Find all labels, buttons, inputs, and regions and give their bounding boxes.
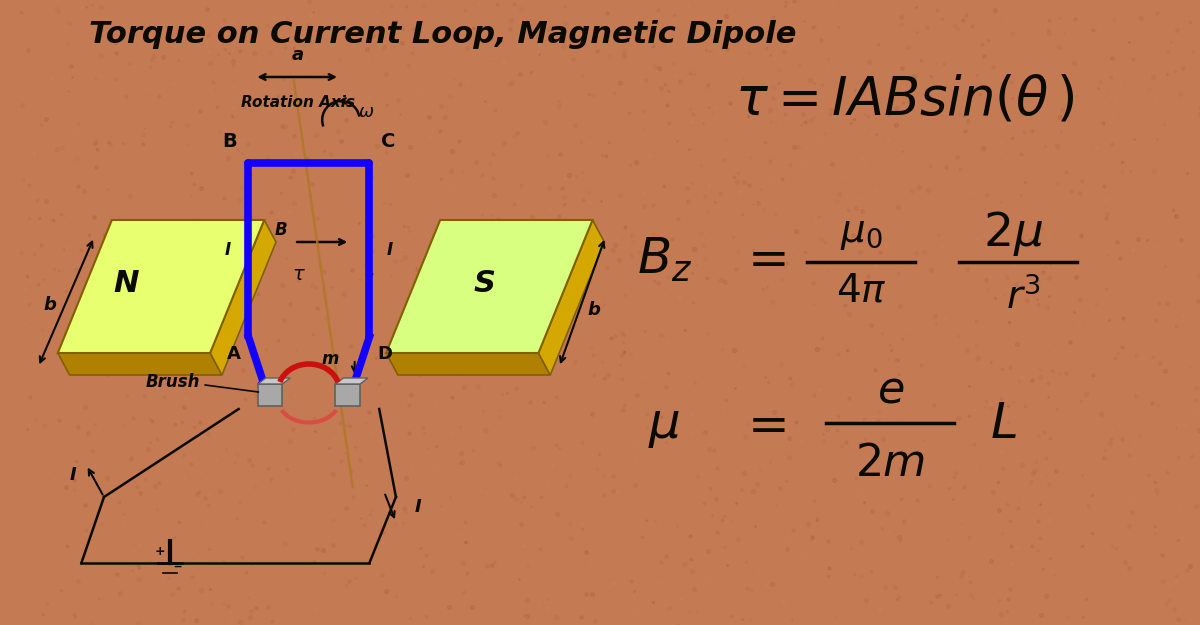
Text: B: B [222, 132, 236, 151]
Text: $r^3$: $r^3$ [1006, 277, 1040, 317]
Text: $\tau$: $\tau$ [292, 264, 306, 284]
Text: $4\pi$: $4\pi$ [835, 271, 887, 309]
Text: Brush: Brush [145, 373, 200, 391]
Text: m: m [322, 350, 340, 368]
Text: $\mu$: $\mu$ [648, 401, 680, 449]
Text: B: B [275, 221, 287, 239]
Text: Rotation Axis: Rotation Axis [240, 95, 355, 110]
Polygon shape [210, 220, 276, 375]
Text: $=$: $=$ [738, 401, 787, 449]
Text: C: C [382, 132, 396, 151]
Polygon shape [58, 220, 264, 353]
Text: $\omega$: $\omega$ [358, 103, 374, 121]
Text: D: D [377, 345, 392, 363]
Text: I: I [70, 466, 76, 484]
Text: I: I [388, 241, 394, 259]
Polygon shape [258, 378, 290, 384]
Text: N: N [114, 269, 139, 298]
Text: I: I [224, 241, 230, 259]
Polygon shape [336, 378, 368, 384]
Text: $2m$: $2m$ [856, 441, 925, 484]
Text: –: – [173, 557, 181, 575]
Polygon shape [539, 220, 605, 375]
Text: S: S [473, 269, 496, 298]
Polygon shape [386, 353, 551, 375]
Bar [336, 384, 360, 406]
Polygon shape [386, 220, 593, 353]
Text: b: b [43, 296, 56, 314]
Text: $=$: $=$ [738, 236, 787, 284]
Text: $B_z$: $B_z$ [637, 236, 692, 284]
Text: $\mu_0$: $\mu_0$ [840, 214, 882, 252]
Text: Torque on Current Loop, Magnetic Dipole: Torque on Current Loop, Magnetic Dipole [90, 20, 797, 49]
Text: $\tau = IABsin(\theta\,)$: $\tau = IABsin(\theta\,)$ [736, 74, 1075, 126]
Text: $L$: $L$ [990, 401, 1016, 449]
Text: $2\mu$: $2\mu$ [983, 209, 1043, 258]
Bar [258, 384, 282, 406]
Text: I: I [414, 498, 421, 516]
Text: a: a [292, 46, 304, 64]
Text: +: + [155, 545, 166, 558]
Polygon shape [58, 353, 222, 375]
Text: b: b [587, 301, 600, 319]
Text: $e$: $e$ [877, 369, 904, 411]
Text: A: A [227, 345, 241, 363]
